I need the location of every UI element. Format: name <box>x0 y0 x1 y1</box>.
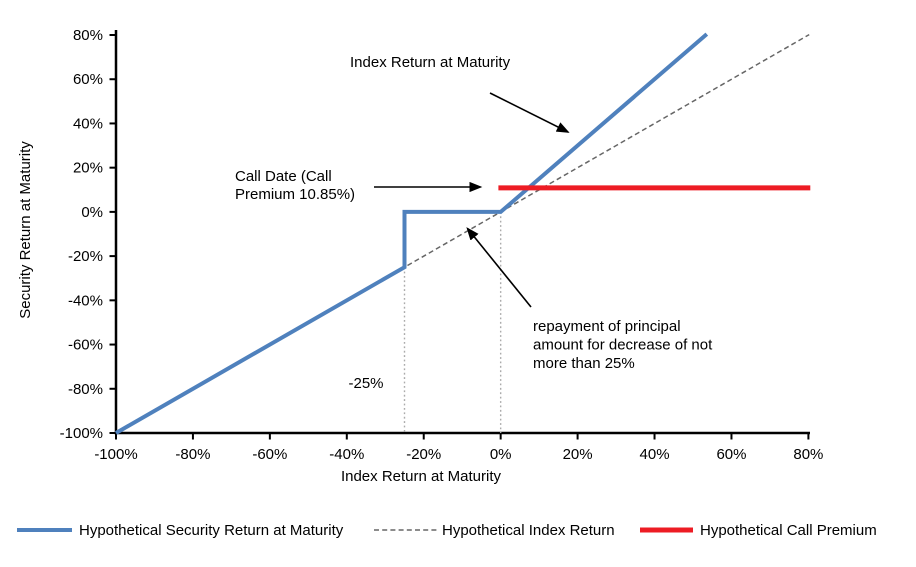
y-tick-label: 40% <box>73 115 103 132</box>
repayment-arrow <box>466 227 532 308</box>
x-tick-label: -20% <box>406 446 441 463</box>
y-tick-label: -60% <box>68 337 103 354</box>
y-tick-label: -100% <box>60 425 103 442</box>
x-tick-label: -60% <box>252 446 287 463</box>
y-tick-label: 60% <box>73 71 103 88</box>
x-tick-label: 0% <box>490 446 512 463</box>
repayment-annotation-line: amount for decrease of not <box>533 337 713 354</box>
y-axis-title: Security Return at Maturity <box>17 141 34 319</box>
x-tick-label: 80% <box>793 446 823 463</box>
call-date-annotation-line: Call Date (Call <box>235 168 332 185</box>
repayment-annotation-line: repayment of principal <box>533 318 681 335</box>
x-tick-label: 60% <box>716 446 746 463</box>
y-tick-label: -40% <box>68 292 103 309</box>
legend-label-index: Hypothetical Index Return <box>442 522 615 539</box>
call-date-annotation-line: Premium 10.85%) <box>235 186 355 203</box>
legend: Hypothetical Security Return at Maturity… <box>17 522 877 539</box>
axes: -100% -80% -60% -40% -20% 0% 20% 40% 60% 80% 80% 60… <box>60 27 824 463</box>
x-axis-title: Index Return at Maturity <box>341 468 502 485</box>
y-tick-label: 0% <box>81 204 103 221</box>
index-return-arrow <box>489 92 570 133</box>
x-tick-label: 40% <box>640 446 670 463</box>
legend-label-security: Hypothetical Security Return at Maturity <box>79 522 344 539</box>
index-return-annotation: Index Return at Maturity <box>350 54 511 71</box>
repayment-annotation-line: more than 25% <box>533 355 635 372</box>
x-tick-label: -100% <box>94 446 137 463</box>
barrier-value-annotation: -25% <box>348 375 383 392</box>
y-tick-label: 80% <box>73 27 103 44</box>
y-tick-label: -80% <box>68 381 103 398</box>
y-tick-label: -20% <box>68 248 103 265</box>
y-tick-label: 20% <box>73 160 103 177</box>
legend-label-premium: Hypothetical Call Premium <box>700 522 877 539</box>
security-return-line <box>115 32 709 435</box>
annotations: Index Return at Maturity Call Date (CallP… <box>235 54 713 392</box>
x-tick-label: -40% <box>329 446 364 463</box>
x-tick-label: -80% <box>175 446 210 463</box>
x-tick-label: 20% <box>563 446 593 463</box>
